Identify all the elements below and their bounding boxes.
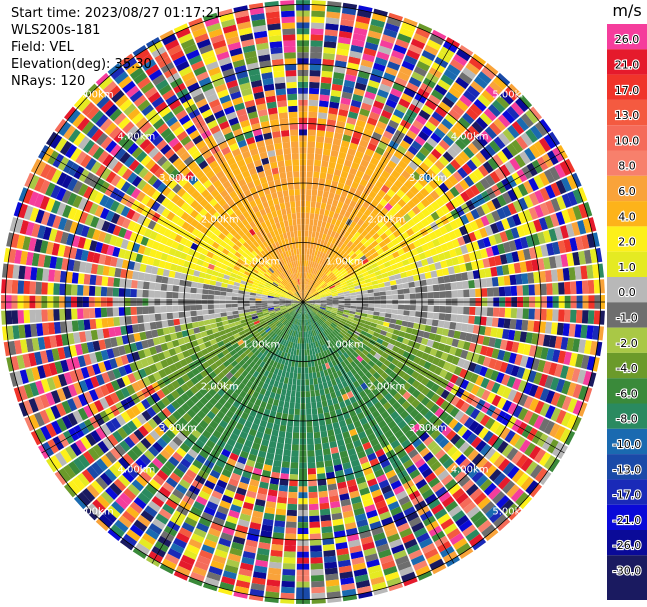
ring-label: 3.00km [409,173,447,184]
ring-label: 4.00km [117,131,155,142]
spoke-120 [302,301,565,454]
ring-label: 1.00km [326,256,364,267]
ring-label: 2.00km [201,381,239,392]
ring-label: 5.00km [492,90,530,101]
field-label: Field: VEL [11,40,74,55]
spoke-330 [151,40,304,303]
ring-label: 2.00km [201,215,239,226]
ring-label: 5.00km [492,506,530,517]
ring-label: 5.00km [76,506,114,517]
ring-label: 2.00km [367,215,405,226]
ring-label: 2.00km [367,381,405,392]
ring-label: 3.00km [409,423,447,434]
spoke-210 [151,301,304,564]
start-time-label: Start time: 2023/08/27 01:17:21 [11,6,223,21]
ring-label: 4.00km [451,465,489,476]
ring-label: 3.00km [159,173,197,184]
ring-label: 3.00km [159,423,197,434]
velocity-gates [1,0,605,604]
nrays-label: NRays: 120 [11,74,86,89]
ring-label: 4.00km [451,131,489,142]
spoke-60 [302,150,565,303]
spoke-300 [41,150,304,303]
ring-label: 4.00km [117,465,155,476]
ring-label: 1.00km [242,340,280,351]
instrument-label: WLS200s-181 [11,23,101,38]
ring-label: 5.00km [76,90,114,101]
elevation-label: Elevation(deg): 35.30 [11,57,152,72]
spoke-240 [41,301,304,454]
ring-label: 1.00km [242,256,280,267]
spoke-150 [302,301,455,564]
spoke-30 [302,40,455,303]
ring-label: 1.00km [326,340,364,351]
